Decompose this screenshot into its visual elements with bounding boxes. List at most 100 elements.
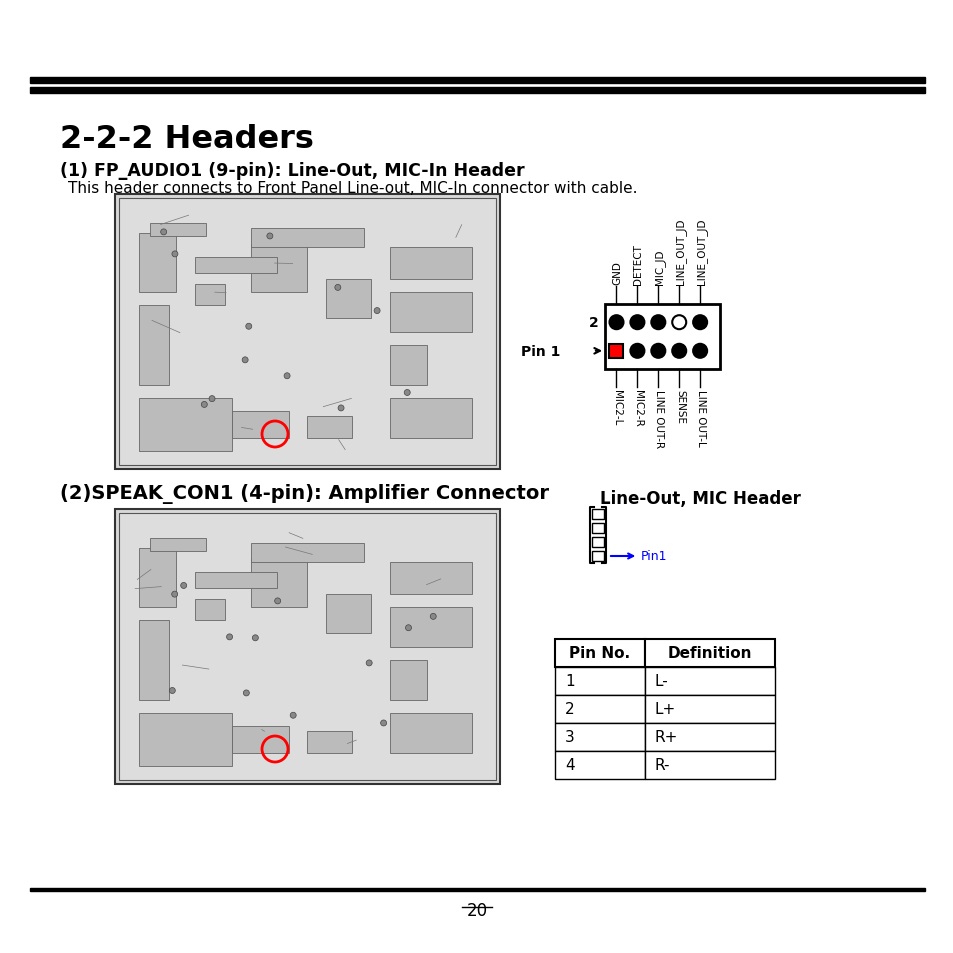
Bar (326, 279, 371, 319)
Bar (251, 229, 363, 248)
Text: Line-Out, MIC Header: Line-Out, MIC Header (599, 490, 800, 507)
Text: SENSE: SENSE (675, 390, 684, 423)
Bar (555, 696, 644, 723)
Bar (251, 559, 307, 607)
Bar (604, 305, 720, 370)
Circle shape (274, 598, 280, 604)
Bar (326, 594, 371, 634)
Bar (390, 293, 472, 333)
Circle shape (630, 315, 643, 330)
Bar (115, 510, 499, 784)
Bar (592, 523, 603, 534)
Circle shape (169, 688, 175, 694)
Bar (138, 398, 233, 452)
Bar (115, 194, 499, 470)
Text: 2-2-2 Headers: 2-2-2 Headers (60, 124, 314, 154)
Bar (592, 552, 603, 561)
Bar (390, 660, 427, 700)
Circle shape (651, 344, 664, 358)
Circle shape (226, 634, 233, 640)
Circle shape (290, 713, 295, 719)
Circle shape (374, 308, 379, 314)
Text: Pin1: Pin1 (610, 550, 667, 563)
Bar (30, 88, 924, 94)
Circle shape (209, 396, 214, 402)
Circle shape (337, 406, 344, 412)
Bar (119, 514, 496, 781)
Text: Definition: Definition (667, 646, 752, 660)
Circle shape (242, 357, 248, 363)
Text: Pin 1: Pin 1 (520, 344, 559, 358)
Bar (138, 549, 176, 607)
Text: MIC2-R: MIC2-R (633, 390, 642, 426)
Text: LINE_OUT_JD: LINE_OUT_JD (695, 218, 706, 285)
Text: LINE_OUT_JD: LINE_OUT_JD (674, 218, 685, 285)
Bar (390, 248, 472, 279)
Bar (30, 888, 924, 891)
Text: 2: 2 (564, 701, 574, 717)
Bar (644, 723, 774, 751)
Bar (194, 599, 225, 620)
Text: 2: 2 (589, 315, 598, 330)
Bar (138, 306, 169, 385)
Text: DETECT: DETECT (633, 244, 642, 285)
Bar (150, 224, 206, 237)
Bar (390, 607, 472, 647)
Bar (592, 510, 603, 519)
Text: LINE OUT-L: LINE OUT-L (696, 390, 705, 446)
Circle shape (267, 233, 273, 240)
Text: L+: L+ (655, 701, 676, 717)
Circle shape (630, 344, 643, 358)
Bar (194, 573, 277, 589)
Bar (644, 639, 774, 667)
Text: L-: L- (655, 674, 668, 689)
Circle shape (672, 315, 685, 330)
Text: 3: 3 (564, 730, 574, 744)
Text: R-: R- (655, 758, 670, 773)
Circle shape (405, 625, 411, 631)
Bar (390, 713, 472, 753)
Text: GND: GND (612, 261, 622, 285)
Circle shape (366, 660, 372, 666)
Bar (390, 398, 472, 438)
Text: MIC_JD: MIC_JD (653, 250, 664, 285)
Bar (644, 667, 774, 696)
Bar (119, 199, 496, 465)
Bar (390, 562, 472, 594)
Circle shape (430, 614, 436, 619)
Bar (138, 234, 176, 293)
Text: (1) FP_AUDIO1 (9-pin): Line-Out, MIC-In Header: (1) FP_AUDIO1 (9-pin): Line-Out, MIC-In … (60, 162, 524, 180)
Text: 4: 4 (564, 758, 574, 773)
Circle shape (693, 315, 706, 330)
Circle shape (160, 230, 167, 235)
Bar (138, 620, 169, 700)
Circle shape (380, 720, 386, 726)
Bar (307, 416, 352, 438)
Circle shape (609, 315, 623, 330)
Circle shape (201, 402, 207, 408)
Bar (251, 543, 363, 562)
Circle shape (172, 592, 177, 598)
Text: LINE OUT-R: LINE OUT-R (654, 390, 663, 448)
Bar (194, 285, 225, 306)
Bar (251, 245, 307, 293)
Circle shape (693, 344, 706, 358)
Circle shape (651, 315, 664, 330)
Circle shape (284, 374, 290, 379)
Text: MIC2-L: MIC2-L (612, 390, 622, 425)
Bar (592, 537, 603, 547)
Bar (150, 538, 206, 552)
Bar (555, 667, 644, 696)
Bar (609, 344, 623, 358)
Bar (138, 713, 233, 766)
Bar (555, 723, 644, 751)
Circle shape (246, 324, 252, 330)
Circle shape (180, 583, 187, 589)
Circle shape (253, 635, 258, 641)
Bar (233, 412, 289, 438)
Text: R+: R+ (655, 730, 678, 744)
Bar (644, 696, 774, 723)
Bar (555, 639, 644, 667)
Circle shape (243, 690, 249, 697)
Bar (555, 751, 644, 780)
